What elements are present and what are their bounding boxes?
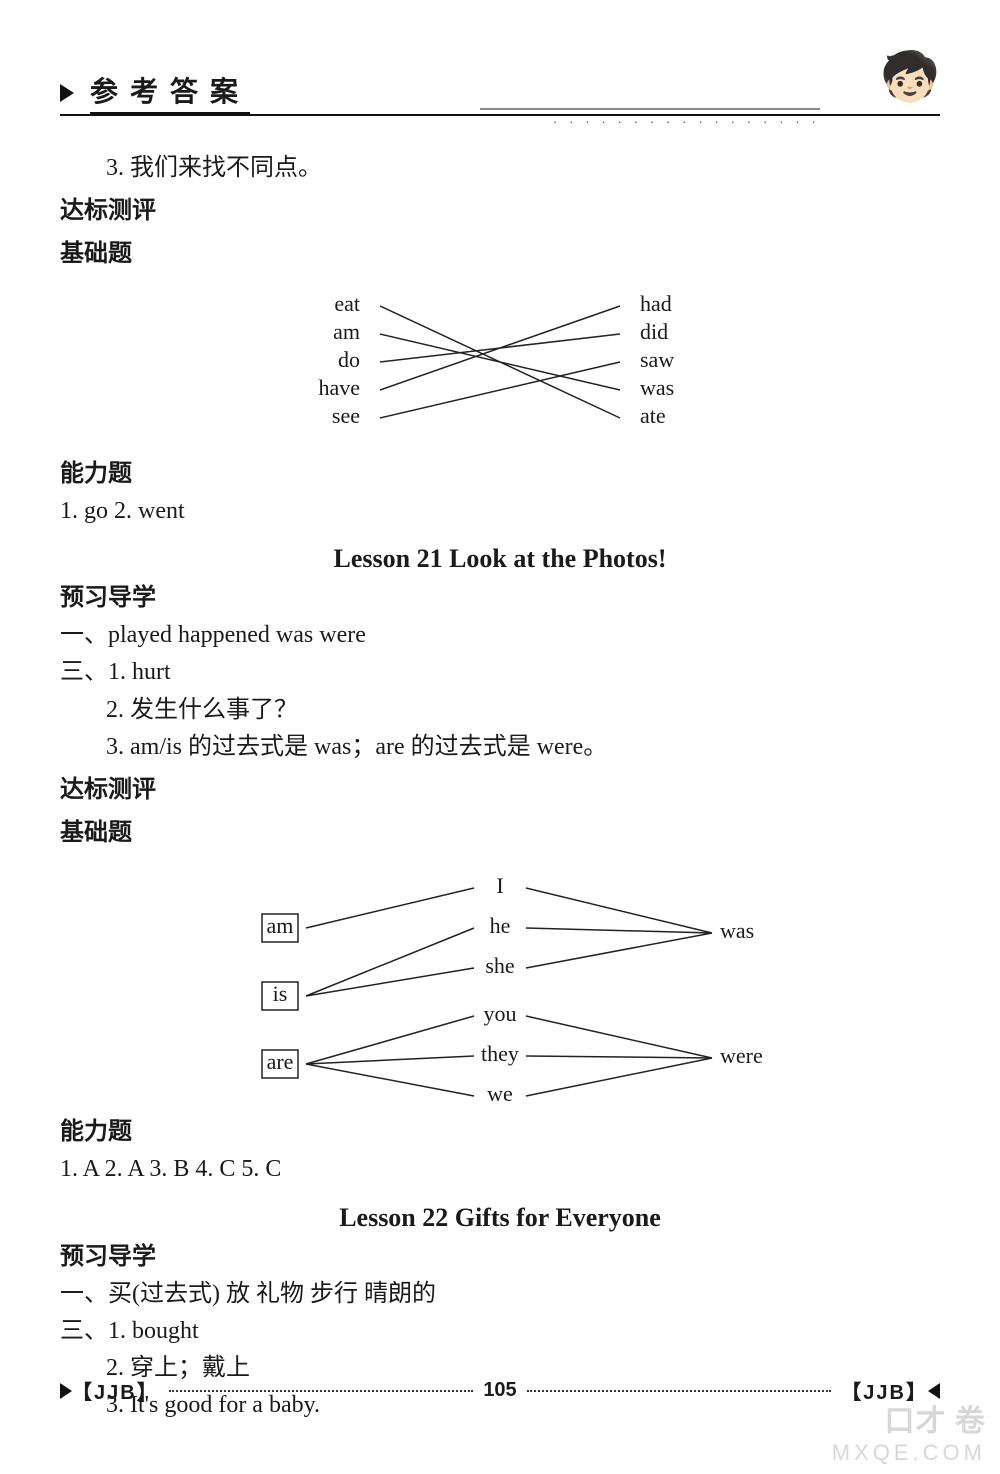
svg-text:see: see [332,403,360,428]
header-dots: · · · · · · · · · · · · · · · · · [553,116,820,132]
svg-text:you: you [484,1001,517,1026]
svg-text:am: am [333,319,360,344]
footer-triangle-left-icon [60,1383,72,1399]
page-number: 105 [483,1379,516,1402]
svg-text:was: was [640,375,674,400]
svg-text:they: they [481,1041,519,1066]
watermark-bottom: MXQE.COM [832,1440,986,1466]
l21-san-1: 三、1. hurt [60,654,940,691]
heading-dabiao-1: 达标测评 [60,193,940,230]
svg-text:she: she [485,953,514,978]
matching-diagram-1: eat am do have see had did saw was ate [260,280,740,450]
l21-san-3: 3. am/is 的过去式是 was；are 的过去式是 were。 [106,729,940,766]
heading-dabiao-2: 达标测评 [60,772,940,809]
svg-text:is: is [273,981,288,1006]
svg-text:I: I [496,873,503,898]
heading-nengli-1: 能力题 [60,456,940,493]
nengli-answers-1: 1. go 2. went [60,493,940,530]
l22-yi: 一、买(过去式) 放 礼物 步行 晴朗的 [60,1276,940,1313]
watermark-top: 口才 卷 [832,1396,986,1440]
nengli-answers-2: 1. A 2. A 3. B 4. C 5. C [60,1151,940,1188]
l21-san-2: 2. 发生什么事了？ [106,692,940,729]
svg-text:do: do [338,347,360,372]
svg-text:eat: eat [334,291,360,316]
lesson-21-title: Lesson 21 Look at the Photos! [60,544,940,574]
header-right-rule [480,108,820,110]
svg-text:was: was [720,918,754,943]
l21-yi: 一、played happened was were [60,617,940,654]
svg-text:ate: ate [640,403,666,428]
page-header: 参考答案 · · · · · · · · · · · · · · · · · 🧒… [60,70,940,120]
l22-san-1: 三、1. bought [60,1313,940,1350]
answer-line-3: 3. 我们来找不同点。 [106,150,940,187]
footer-dots-left [169,1390,474,1392]
footer-dots-right [527,1390,832,1392]
page-footer: 【JJB】 105 【JJB】 [60,1376,940,1446]
svg-text:had: had [640,291,672,316]
svg-text:are: are [267,1049,294,1074]
heading-jichu-1: 基础题 [60,236,940,273]
heading-yuxi-21: 预习导学 [60,580,940,617]
svg-text:he: he [490,913,511,938]
heading-nengli-2: 能力题 [60,1114,940,1151]
lesson-22-title: Lesson 22 Gifts for Everyone [60,1203,940,1233]
svg-text:have: have [318,375,360,400]
header-triangle-icon [60,84,74,102]
header-title: 参考答案 [90,70,250,115]
svg-text:we: we [487,1081,513,1106]
heading-jichu-2: 基础题 [60,815,940,852]
matching-diagram-2: am is are Ihe she you they we was were [220,858,780,1108]
svg-text:did: did [640,319,668,344]
mascot-icon: 🧒🏻 [880,54,940,102]
watermark: 口才 卷 MXQE.COM [832,1396,986,1466]
svg-text:were: were [720,1043,763,1068]
svg-text:am: am [267,913,294,938]
page: 参考答案 · · · · · · · · · · · · · · · · · 🧒… [0,0,1000,1474]
heading-yuxi-22: 预习导学 [60,1239,940,1276]
footer-tab-left: 【JJB】 [72,1376,159,1405]
svg-text:saw: saw [640,347,674,372]
